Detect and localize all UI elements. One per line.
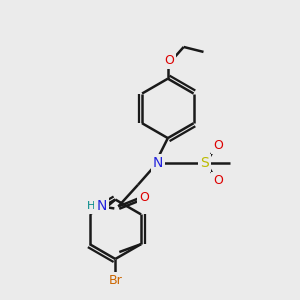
Text: O: O [213,174,223,187]
Text: O: O [213,139,223,152]
Text: O: O [139,191,149,204]
Text: N: N [96,200,106,214]
Text: O: O [164,54,174,67]
Text: H: H [87,202,96,212]
Text: Br: Br [108,274,122,287]
Text: S: S [200,156,209,170]
Text: N: N [153,156,163,170]
